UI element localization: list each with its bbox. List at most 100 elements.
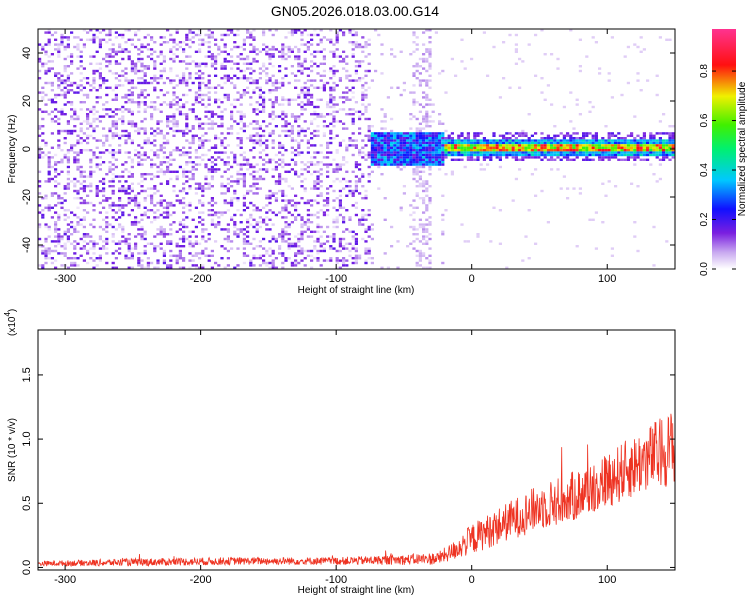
heatmap-cell — [82, 86, 86, 89]
heatmap-cell — [226, 93, 230, 97]
heatmap-cell — [188, 129, 192, 133]
heatmap-cell — [530, 173, 534, 176]
heatmap-cell — [412, 156, 416, 159]
heatmap-cell — [425, 182, 429, 185]
heatmap-cell — [172, 91, 176, 94]
heatmap-cell — [226, 33, 230, 37]
heatmap-cell — [137, 161, 141, 164]
heatmap-cell — [415, 153, 419, 157]
heatmap-cell — [79, 38, 83, 41]
heatmap-cell — [588, 101, 592, 104]
heatmap-cell — [82, 216, 86, 219]
heatmap-cell — [150, 194, 154, 197]
heatmap-cell — [377, 149, 381, 152]
heatmap-cell — [89, 175, 93, 178]
heatmap-cell — [335, 197, 339, 200]
heatmap-cell — [361, 197, 365, 200]
heatmap-cell — [607, 132, 611, 135]
heatmap-cell — [223, 211, 227, 214]
heatmap-cell — [274, 81, 278, 85]
heatmap-cell — [370, 125, 374, 128]
heatmap-cell — [226, 144, 230, 147]
heatmap-cell — [262, 158, 266, 161]
heatmap-cell — [226, 249, 230, 253]
heatmap-cell — [143, 206, 147, 209]
heatmap-cell — [444, 137, 448, 140]
heatmap-cell — [233, 45, 237, 49]
heatmap-cell — [239, 146, 243, 149]
heatmap-cell — [50, 67, 54, 70]
heatmap-cell — [316, 50, 320, 53]
heatmap-cell — [105, 41, 109, 44]
heatmap-cell — [262, 43, 266, 46]
heatmap-cell — [230, 151, 234, 154]
heatmap-cell — [47, 41, 51, 44]
heatmap-cell — [102, 194, 106, 197]
heatmap-cell — [332, 235, 336, 238]
heatmap-cell — [297, 175, 301, 178]
heatmap-cell — [422, 91, 426, 94]
heatmap-cell — [201, 146, 205, 149]
heatmap-cell — [66, 257, 70, 260]
heatmap-cell — [137, 81, 141, 85]
heatmap-cell — [319, 151, 323, 154]
heatmap-cell — [553, 146, 557, 149]
heatmap-cell — [633, 149, 637, 152]
heatmap-cell — [175, 146, 179, 149]
heatmap-cell — [66, 209, 70, 212]
heatmap-cell — [265, 211, 269, 214]
heatmap-cell — [278, 163, 282, 166]
heatmap-cell — [118, 137, 122, 140]
heatmap-cell — [242, 93, 246, 97]
heatmap-cell — [98, 139, 102, 142]
heatmap-cell — [217, 98, 221, 101]
heatmap-cell — [188, 161, 192, 164]
heatmap-cell — [300, 180, 304, 183]
heatmap-cell — [76, 165, 80, 169]
heatmap-cell — [201, 237, 205, 241]
heatmap-cell — [428, 247, 432, 250]
heatmap-cell — [604, 141, 608, 145]
heatmap-cell — [585, 151, 589, 154]
heatmap-cell — [159, 43, 163, 46]
heatmap-cell — [146, 187, 150, 190]
heatmap-cell — [361, 156, 365, 159]
heatmap-cell — [60, 235, 64, 238]
heatmap-cell — [345, 242, 349, 245]
heatmap-cell — [210, 185, 214, 188]
heatmap-cell — [82, 187, 86, 190]
heatmap-cell — [57, 161, 61, 164]
heatmap-cell — [178, 254, 182, 257]
heatmap-cell — [402, 149, 406, 152]
heatmap-cell — [79, 197, 83, 200]
heatmap-cell — [415, 69, 419, 73]
heatmap-cell — [313, 105, 317, 109]
heatmap-cell — [399, 156, 403, 159]
heatmap-cell — [386, 266, 390, 269]
heatmap-cell — [284, 115, 288, 118]
heatmap-cell — [86, 233, 90, 236]
heatmap-cell — [287, 50, 291, 53]
heatmap-cell — [380, 161, 384, 164]
heatmap-cell — [140, 237, 144, 241]
heatmap-cell — [246, 91, 250, 94]
heatmap-cell — [655, 74, 659, 77]
heatmap-cell — [214, 137, 218, 140]
heatmap-cell — [143, 103, 147, 106]
heatmap-cell — [415, 156, 419, 159]
heatmap-cell — [188, 108, 192, 111]
heatmap-cell — [143, 67, 147, 70]
heatmap-cell — [239, 177, 243, 181]
heatmap-cell — [111, 48, 115, 51]
heatmap-cell — [316, 177, 320, 181]
heatmap-cell — [108, 144, 112, 147]
heatmap-cell — [441, 149, 445, 152]
heatmap-cell — [361, 218, 365, 221]
heatmap-cell — [335, 36, 339, 39]
heatmap-cell — [271, 74, 275, 77]
heatmap-cell — [191, 103, 195, 106]
heatmap-cell — [425, 98, 429, 101]
heatmap-cell — [617, 158, 621, 161]
heatmap-cell — [207, 41, 211, 44]
heatmap-cell — [303, 230, 307, 233]
